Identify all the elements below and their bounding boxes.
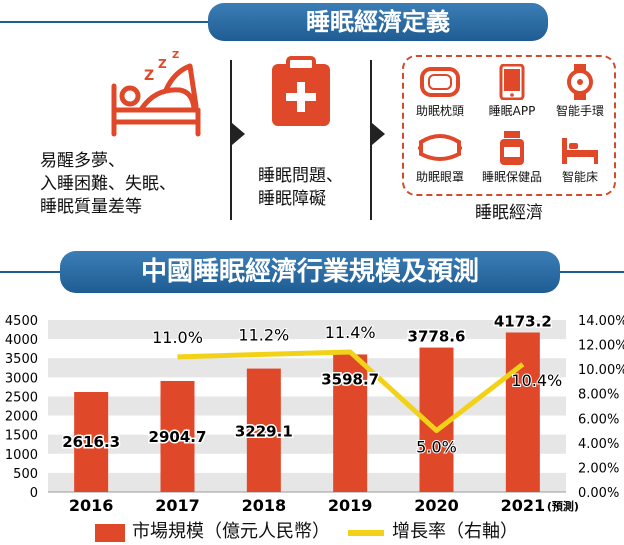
product-item: 睡眠保健品 [477,130,547,185]
product-label: 睡眠APP [488,104,536,118]
grid-band [48,396,566,416]
y-right-tick-label: 4.00% [578,437,619,452]
y-left-tick-label: 500 [13,467,38,482]
sleep-economy-label: 睡眠經濟 [475,203,543,223]
x-tick-label: 2016 [69,496,114,515]
svg-text:Z: Z [158,57,167,71]
bar [74,391,109,492]
y-right-tick-label: 2.00% [578,461,619,476]
y-right-tick-label: 8.00% [578,388,619,403]
definition-title: 睡眠經濟定義 [306,8,450,36]
x-tick-label: 2021 [501,496,546,515]
symptom-text: 易醒多夢、 入睡困難、失眠、 睡眠質量差等 [40,150,230,219]
y-left-tick-label: 2500 [5,390,38,405]
problem-text: 睡眠問題、 睡眠障礙 [258,165,368,211]
product-label: 助眠枕頭 [415,104,464,118]
y-left-tick-label: 2000 [5,410,38,425]
x-tick-label: 2020 [414,496,459,515]
bar-value-label: 2904.7 [149,428,207,446]
bar-value-label: 3598.7 [321,370,379,388]
definition-banner: 睡眠經濟定義 [208,3,548,41]
bar [333,354,368,492]
growth-value-label: 11.0% [152,328,203,347]
grid-band [48,320,566,340]
y-right-tick-label: 10.00% [578,363,624,378]
product-label: 睡眠保健品 [481,170,542,184]
y-left-tick-label: 4000 [5,333,38,348]
legend-bar-label: 市場規模（億元人民幣） [132,521,330,542]
smartwatch-icon [567,64,593,100]
bar [505,332,540,492]
bar-value-label: 2616.3 [62,433,120,451]
chart-title: 中國睡眠經濟行業規模及預測 [140,257,479,287]
y-left-tick-label: 4500 [5,314,38,329]
growth-value-label: 10.4% [511,371,562,390]
product-item: 智能手環 [545,64,615,119]
grid-band [48,472,566,492]
medical-clipboard-icon [272,56,330,126]
legend-bar-swatch [95,524,125,542]
market-size-chart: 0 500 1000 1500 2000 2500 3000 3500 4000 4500 0.00… [5,311,624,515]
pillow-icon [420,67,460,97]
product-item: 助眠眼罩 [405,130,475,185]
eye-mask-icon [418,134,462,161]
chart-banner: 中國睡眠經濟行業規模及預測 [60,251,560,293]
product-item: 睡眠APP [477,64,547,119]
svg-text:Z: Z [172,50,179,61]
y-right-tick-label: 0.00% [578,486,619,501]
bar [160,380,195,492]
problem-line: 睡眠障礙 [258,189,326,209]
y-left-tick-label: 0 [30,486,38,501]
y-left-tick-label: 1000 [5,448,38,463]
svg-text:Z: Z [144,68,154,84]
product-label: 智能手環 [555,104,604,118]
symptom-line: 易醒多夢、 [40,151,125,171]
legend-line-swatch [348,530,384,536]
y-left-tick-label: 3000 [5,371,38,386]
product-box [402,55,616,196]
product-label: 助眠眼罩 [415,170,464,184]
banner-rule [0,21,208,23]
sleeping-person-icon: ZZZ [111,50,201,137]
arrow-right-icon [232,123,245,145]
bar [246,368,281,492]
x-tick-label: 2019 [328,496,373,515]
arrow-right-icon [372,123,385,145]
symptom-line: 入睡困難、失眠、 [40,174,176,194]
growth-value-label: 5.0% [416,438,457,457]
bar-value-label: 3778.6 [408,328,466,346]
y-left-tick-label: 3500 [5,352,38,367]
product-item: 智能床 [545,130,615,185]
growth-value-label: 11.2% [238,325,289,344]
y-right-tick-label: 12.00% [578,339,624,354]
grid-band [48,434,566,454]
y-left-tick-label: 1500 [5,429,38,444]
bar-value-label: 3229.1 [235,422,293,440]
forecast-note: (預測) [547,499,579,513]
divider [370,60,372,220]
product-label: 智能床 [561,170,598,184]
y-right-tick-label: 14.00% [578,314,624,329]
phone-icon [499,64,525,100]
grid-band [48,358,566,378]
x-tick-label: 2018 [242,496,287,515]
growth-value-label: 11.4% [325,323,376,342]
symptom-line: 睡眠質量差等 [40,197,142,217]
bed-icon [562,138,598,164]
product-item: 助眠枕頭 [405,64,475,119]
y-right-tick-label: 6.00% [578,412,619,427]
x-tick-label: 2017 [155,496,200,515]
bar-value-label: 4173.2 [494,312,552,330]
problem-line: 睡眠問題、 [258,166,343,186]
legend-line-label: 增長率（右軸） [392,521,518,542]
divider [230,60,232,220]
supplement-bottle-icon [500,131,524,165]
growth-line [177,349,525,434]
